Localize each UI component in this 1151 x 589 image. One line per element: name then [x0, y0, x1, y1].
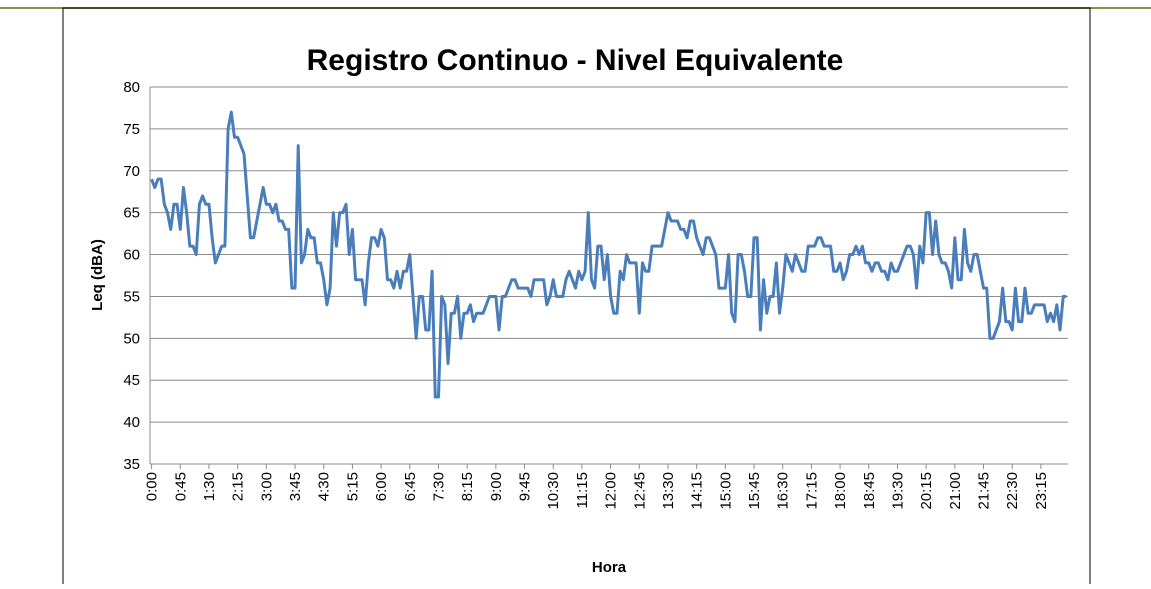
x-tick-label: 6:00	[373, 472, 390, 501]
y-tick-label: 55	[123, 288, 140, 305]
x-tick-label: 3:45	[287, 472, 304, 501]
x-tick-label: 6:45	[402, 472, 419, 501]
y-tick-label: 40	[123, 414, 140, 431]
x-tick-label: 23:15	[1033, 472, 1050, 510]
y-tick-label: 45	[123, 372, 140, 389]
x-tick-label: 12:00	[603, 472, 620, 510]
x-tick-label: 22:30	[1004, 472, 1021, 510]
x-tick-label: 14:15	[689, 472, 706, 510]
x-tick-label: 1:30	[201, 472, 218, 501]
y-tick-label: 60	[123, 247, 140, 264]
x-tick-label: 9:45	[517, 472, 534, 501]
y-tick-label: 65	[123, 205, 140, 222]
x-tick-label: 3:00	[258, 472, 275, 501]
y-axis-label: Leq (dBA)	[89, 239, 106, 311]
x-tick-label: 18:00	[832, 472, 849, 510]
x-tick-label: 15:45	[746, 472, 763, 510]
x-tick-label: 9:00	[488, 472, 505, 501]
x-tick-label: 15:00	[717, 472, 734, 510]
x-tick-label: 0:00	[144, 472, 161, 501]
y-tick-label: 80	[123, 79, 140, 96]
x-tick-label: 13:30	[660, 472, 677, 510]
y-tick-label: 75	[123, 121, 140, 138]
x-tick-label: 8:15	[459, 472, 476, 501]
x-tick-label: 19:30	[889, 472, 906, 510]
x-tick-label: 16:30	[775, 472, 792, 510]
x-tick-label: 10:30	[545, 472, 562, 510]
y-tick-label: 50	[123, 330, 140, 347]
x-tick-label: 17:15	[803, 472, 820, 510]
data-line	[150, 110, 1067, 399]
x-tick-label: 21:00	[947, 472, 964, 510]
x-tick-label: 21:45	[976, 472, 993, 510]
chart-title: Registro Continuo - Nivel Equivalente	[307, 44, 844, 77]
x-axis-label: Hora	[592, 559, 627, 576]
x-tick-label: 18:45	[861, 472, 878, 510]
x-tick-label: 20:15	[918, 472, 935, 510]
frame	[62, 7, 1091, 589]
x-tick-label: 11:15	[574, 472, 591, 508]
x-tick-label: 0:45	[172, 472, 189, 501]
x-tick-label: 5:15	[344, 472, 361, 501]
x-tick-label: 4:30	[316, 472, 333, 501]
x-tick-label: 2:15	[230, 472, 247, 501]
y-tick-label: 70	[123, 163, 140, 180]
x-tick-label: 12:45	[631, 472, 648, 510]
y-tick-label: 35	[123, 456, 140, 473]
x-tick-label: 7:30	[430, 472, 447, 501]
